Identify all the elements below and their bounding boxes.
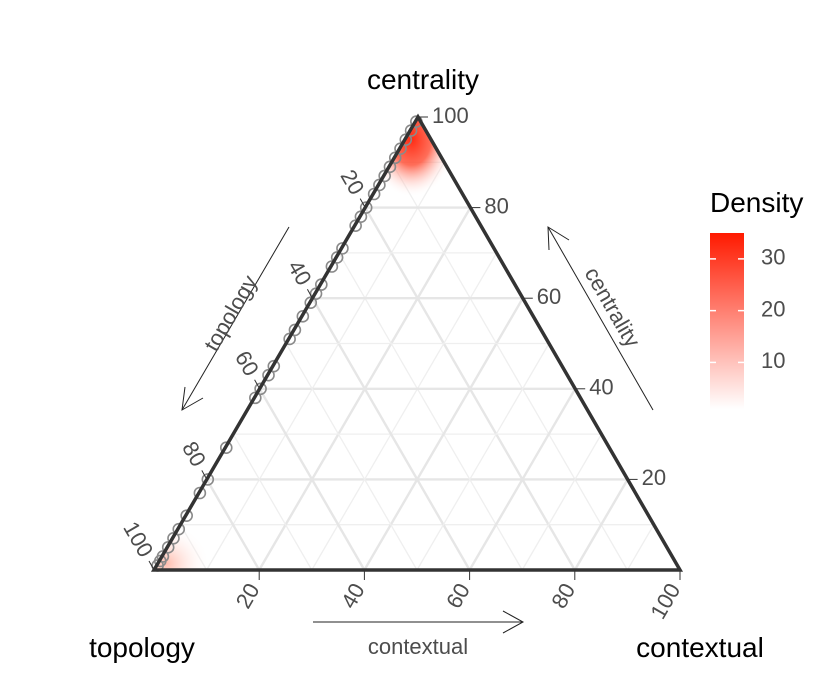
data-point-12 [336, 242, 349, 255]
arrow-right-line [547, 226, 654, 411]
data-point-23 [254, 382, 267, 396]
grid-line-topology-60 [258, 388, 366, 571]
data-point-13 [330, 251, 344, 264]
arrow-left-line [181, 226, 290, 411]
data-point-17 [304, 296, 318, 310]
grid-line-topology-80 [205, 478, 261, 571]
tick-label-topology-80: 80 [177, 437, 211, 471]
data-point-10 [354, 210, 368, 223]
data-point-3 [394, 142, 407, 156]
data-point-27 [193, 486, 207, 500]
tick-label-centrality-80: 80 [484, 193, 508, 218]
data-point-28 [180, 509, 193, 522]
legend-label-0: 10 [761, 348, 785, 373]
data-point-22 [262, 368, 275, 382]
grid-line-contextual-80 [573, 478, 629, 571]
arrow-bottom-head [502, 610, 525, 634]
tick-label-contextual-20: 20 [231, 579, 265, 613]
arrow-left-head [181, 386, 204, 411]
legend-label-1: 20 [761, 296, 785, 321]
vertex-title-top: centrality [367, 64, 479, 95]
legend-title: Density [710, 187, 803, 218]
arrow-bottom-group: contextual [313, 610, 525, 659]
grid-line-contextual-30 [311, 252, 498, 571]
data-point-9 [359, 201, 373, 214]
grid-line-contextual-10 [206, 161, 445, 571]
data-point-30 [167, 531, 180, 545]
data-point-25 [219, 441, 233, 454]
tick-label-centrality-40: 40 [589, 375, 613, 400]
arrow-label-right: centrality [580, 263, 646, 352]
grid-line-topology-30 [338, 252, 523, 571]
data-point-8 [367, 187, 381, 201]
vertex-title-right: contextual [636, 632, 764, 663]
triangle-outline [150, 113, 684, 572]
grid-line-contextual-70 [521, 433, 602, 571]
tick-label-centrality-20: 20 [642, 465, 666, 490]
triangle-frame [150, 113, 684, 572]
data-point-16 [309, 287, 323, 300]
tick-topology-60 [254, 379, 261, 390]
legend-ticks: 10 20 30 [710, 245, 785, 373]
data-point-20 [283, 332, 296, 346]
legend: Density 10 20 30 [710, 187, 803, 409]
data-point-26 [201, 473, 215, 486]
data-point-5 [383, 160, 397, 174]
data-point-21 [267, 359, 281, 373]
data-point-19 [288, 323, 302, 337]
ternary-grid [179, 161, 655, 571]
tick-label-centrality-60: 60 [537, 284, 561, 309]
data-point-2 [399, 133, 413, 146]
data-points [151, 115, 423, 572]
arrow-label-left: topology [199, 271, 262, 356]
tick-topology-40 [306, 288, 313, 299]
data-point-11 [349, 219, 362, 233]
tick-label-centrality-100: 100 [432, 103, 469, 128]
tick-topology-20 [359, 198, 366, 208]
data-point-31 [161, 541, 175, 554]
tick-topology-80 [201, 470, 208, 480]
legend-colorbar [710, 233, 744, 409]
tick-label-topology-100: 100 [118, 517, 158, 561]
data-point-15 [315, 278, 328, 291]
data-point-29 [172, 522, 186, 536]
arrow-label-bottom: contextual [368, 634, 468, 659]
data-point-1 [404, 124, 418, 137]
tick-label-topology-20: 20 [336, 165, 370, 199]
arrow-right-head [547, 226, 570, 251]
data-point-14 [325, 260, 339, 273]
tick-label-contextual-80: 80 [546, 579, 580, 613]
legend-label-2: 30 [761, 245, 785, 270]
vertex-title-left: topology [89, 632, 195, 663]
grid-line-contextual-50 [416, 343, 550, 571]
grid-line-topology-50 [285, 343, 418, 571]
grid-line-contextual-60 [468, 388, 577, 571]
data-point-6 [378, 169, 391, 183]
grid-line-topology-10 [391, 161, 628, 571]
tick-topology-100 [148, 560, 155, 571]
tick-label-topology-60: 60 [230, 347, 264, 381]
grid-line-contextual-90 [626, 524, 655, 571]
data-point-4 [388, 151, 402, 165]
tick-label-contextual-100: 100 [645, 579, 685, 623]
arrow-left-group: topology [181, 226, 290, 411]
data-point-7 [373, 178, 386, 192]
data-point-18 [296, 310, 310, 323]
tick-label-contextual-40: 40 [336, 579, 370, 613]
data-point-24 [249, 391, 262, 405]
tick-label-contextual-60: 60 [441, 579, 475, 613]
tick-label-topology-40: 40 [283, 256, 317, 290]
grid-line-topology-70 [232, 433, 313, 571]
